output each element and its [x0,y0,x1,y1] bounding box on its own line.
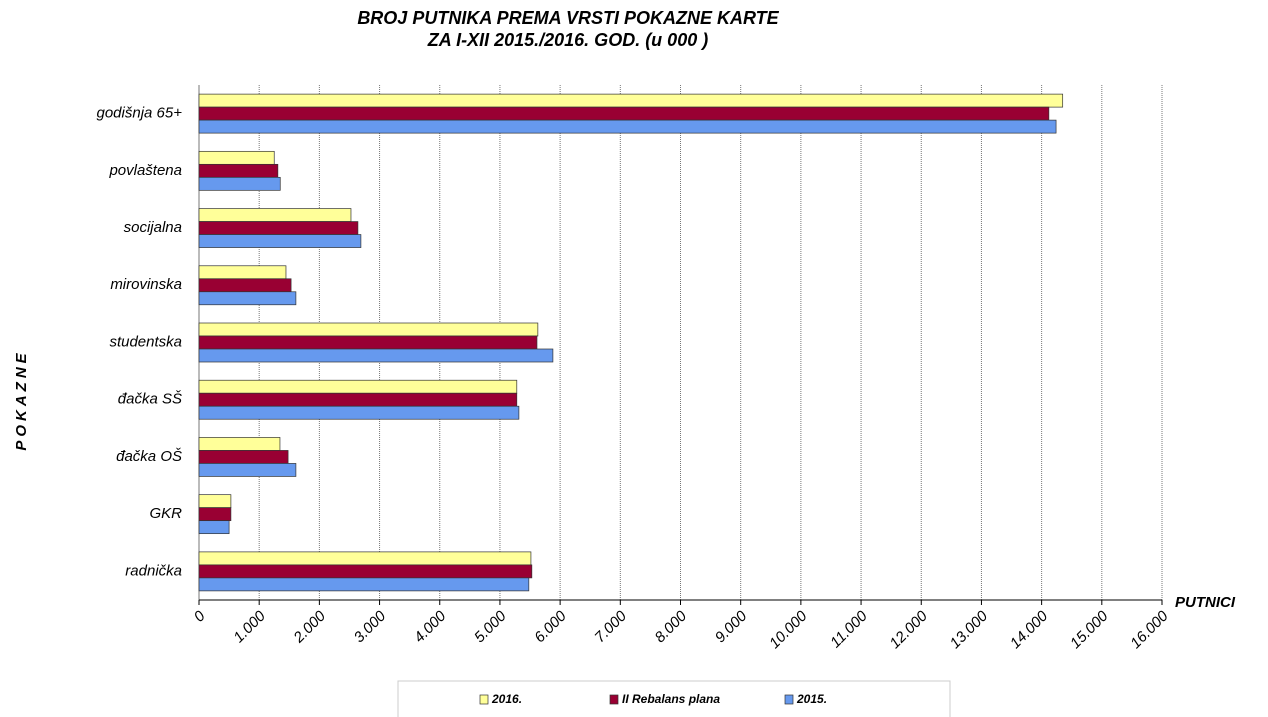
bar [198,106,1050,121]
x-tick-label: 15.000 [1067,607,1112,652]
x-tick-label: 13.000 [947,607,992,652]
y-tick-label: studentska [109,333,182,350]
bar [198,322,539,337]
bar [198,494,232,509]
x-tick-label: 12.000 [886,607,931,652]
x-tick-label: 10.000 [766,607,811,652]
bar [198,119,1057,134]
legend-label: 2016. [491,692,522,706]
x-tick-label: 8.000 [652,607,691,646]
bar [198,392,518,407]
x-tick-label: 9.000 [712,607,751,646]
x-tick-label: 6.000 [531,607,570,646]
y-tick-label: socijalna [124,219,182,236]
y-tick-label: mirovinska [110,276,182,293]
legend-swatch [609,694,619,705]
y-tick-label: povlaštena [108,162,182,179]
bar [198,176,281,191]
bar [198,278,292,293]
chart-title: BROJ PUTNIKA PREMA VRSTI POKAZNE KARTE [357,8,779,28]
bar [198,379,518,394]
chart-subtitle: ZA I-XII 2015./2016. GOD. (u 000 ) [427,30,708,50]
y-tick-label: đačka SŠ [118,391,182,408]
legend-swatch [784,694,794,705]
bar [198,551,532,566]
x-axis-title: PUTNICI [1175,594,1236,611]
x-tick-label: 2.000 [290,607,330,647]
legend-label: 2015. [796,692,827,706]
bar [198,577,530,592]
x-tick-label: 14.000 [1007,607,1052,652]
legend-swatch [479,694,489,705]
bar [198,450,289,464]
bar [198,405,520,420]
bar [198,265,287,280]
bar [198,291,297,306]
x-tick-label: 11.000 [827,607,871,651]
bar [198,520,230,535]
y-tick-label: GKR [149,505,182,522]
legend-label: II Rebalans plana [622,692,720,706]
x-tick-label: 0 [191,607,209,625]
bar [198,335,538,350]
bar [198,437,281,451]
bar [198,163,279,178]
bar [198,93,1064,108]
bar [198,234,362,248]
y-tick-label: godišnja 65+ [97,105,183,122]
bar [198,348,554,363]
x-tick-label: 1.000 [230,607,269,646]
x-tick-label: 3.000 [351,607,390,646]
x-tick-label: 7.000 [591,607,630,646]
bar [198,507,232,522]
bar [198,463,297,477]
bar [198,221,359,235]
y-tick-label: đačka OŠ [116,448,182,465]
x-tick-label: 5.000 [471,607,510,646]
y-axis-title: POKAZNE [13,349,30,450]
bar [198,208,352,222]
y-tick-label: radnička [125,562,182,579]
bar [198,564,533,579]
x-tick-label: 16.000 [1127,607,1172,652]
legend-box [397,680,951,717]
bar [198,150,275,165]
x-tick-label: 4.000 [411,607,450,646]
